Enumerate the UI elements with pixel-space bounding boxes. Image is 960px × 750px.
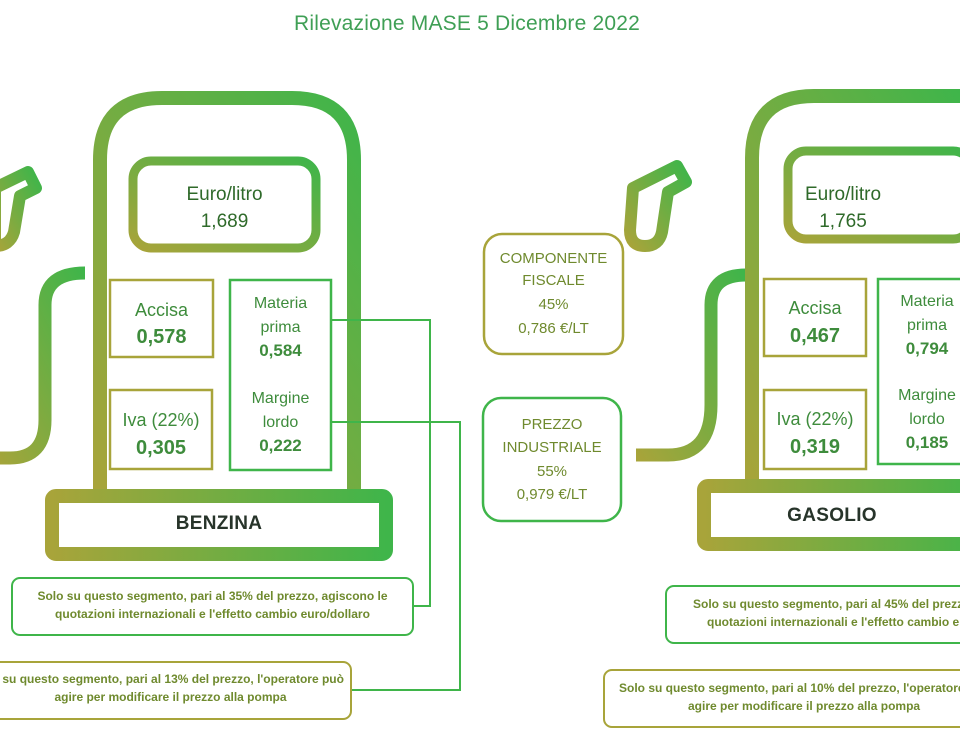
benzina-pump-body [93,91,361,495]
gasolio-note2-clip: Solo su questo segmento, pari al 10% del… [604,670,960,730]
benzina-pump-graphic [0,91,393,561]
benzina-accisa-value: 0,578 [136,326,187,348]
benzina-note1-box [11,577,414,636]
benzina-display-frame [128,156,321,253]
gasolio-margine-value: 0,185 [905,433,949,452]
benzina-euro-value: 1,689 [200,211,249,232]
gasolio-note2-line2: agire per modificare il prezzo alla pomp… [688,699,921,713]
benzina-iva-cell [108,388,214,471]
benzina-note1-line2: quotazioni internazionali e l'effetto ca… [55,607,370,621]
benzina-iva-value: 0,305 [135,437,187,459]
gasolio-materia-value: 0,794 [905,339,949,358]
componente-fiscale-box [482,232,625,356]
benzina-materia-label-line2: prima [260,319,301,336]
benzina-connector-materia [331,319,431,607]
benzina-materia-label-line1: Materia [253,295,308,312]
gasolio-iva-cell [762,388,868,471]
benzina-name: BENZINA [175,513,263,534]
gasolio-materia-label-line1: Materia [900,293,954,310]
gasolio-nozzle-icon [624,160,692,252]
componente-fiscale-line1: COMPONENTE [499,250,608,267]
benzina-note2-line1: Solo su questo segmento, pari al 13% del… [0,672,344,686]
benzina-materia-margine-cell [228,278,333,472]
gasolio-name: GASOLIO [787,505,877,526]
gasolio-accisa-cell [762,277,868,358]
prezzo-industriale-line1: PREZZO [521,416,583,433]
gasolio-note2-box [603,669,960,728]
benzina-note1-line1: Solo su questo segmento, pari al 35% del… [37,589,388,603]
benzina-note2-box [0,661,352,720]
page-title: Rilevazione MASE 5 Dicembre 2022 [293,12,641,35]
prezzo-industriale-percent: 55% [536,463,568,480]
benzina-note2-line2: agire per modificare il prezzo alla pomp… [54,690,287,704]
gasolio-euro-label: Euro/litro [804,184,882,205]
gasolio-pump-graphic [624,89,960,551]
gasolio-note1-line1: Solo su questo segmento, pari al 45% del… [693,597,960,611]
benzina-accisa-cell [108,278,215,359]
gasolio-pump-body [745,89,960,492]
benzina-iva-label: Iva (22%) [122,410,200,430]
benzina-margine-label-line2: lordo [262,414,299,431]
benzina-base [45,489,393,561]
gasolio-base [697,479,960,551]
gasolio-accisa-value: 0,467 [789,325,841,347]
benzina-margine-value: 0,222 [259,436,302,455]
prezzo-industriale-line2: INDUSTRIALE [502,439,602,456]
gasolio-note1-box [665,585,960,644]
componente-fiscale-line2: FISCALE [522,272,585,289]
gasolio-materia-label-line2: prima [906,317,947,334]
gasolio-euro-value: 1,765 [819,211,867,232]
benzina-accisa-label: Accisa [134,300,188,320]
gasolio-margine-label-line2: lordo [909,411,945,428]
benzina-margine-label-line1: Margine [251,390,310,407]
gasolio-iva-value: 0,319 [789,436,841,458]
prezzo-industriale-box [481,396,623,523]
gasolio-margine-label-line1: Margine [898,387,956,404]
gasolio-display-frame [783,146,960,244]
benzina-euro-label: Euro/litro [186,184,263,205]
benzina-connector-margine [331,421,461,691]
gasolio-materia-margine-cell [876,277,960,466]
componente-fiscale-value: 0,786 €/LT [518,320,589,337]
componente-fiscale-percent: 45% [538,296,569,313]
gasolio-note1-line2: quotazioni internazionali e l'effetto ca… [707,615,960,629]
benzina-materia-value: 0,584 [259,341,302,360]
prezzo-industriale-value: 0,979 €/LT [516,486,588,503]
gasolio-iva-label: Iva (22%) [776,409,854,429]
gasolio-note1-clip: Solo su questo segmento, pari al 45% del… [666,586,960,646]
benzina-nozzle-icon [0,166,42,252]
gasolio-note2-line1: Solo su questo segmento, pari al 10% del… [619,681,960,695]
gasolio-hose [636,268,747,462]
benzina-hose [0,266,86,465]
gasolio-accisa-label: Accisa [788,298,842,318]
